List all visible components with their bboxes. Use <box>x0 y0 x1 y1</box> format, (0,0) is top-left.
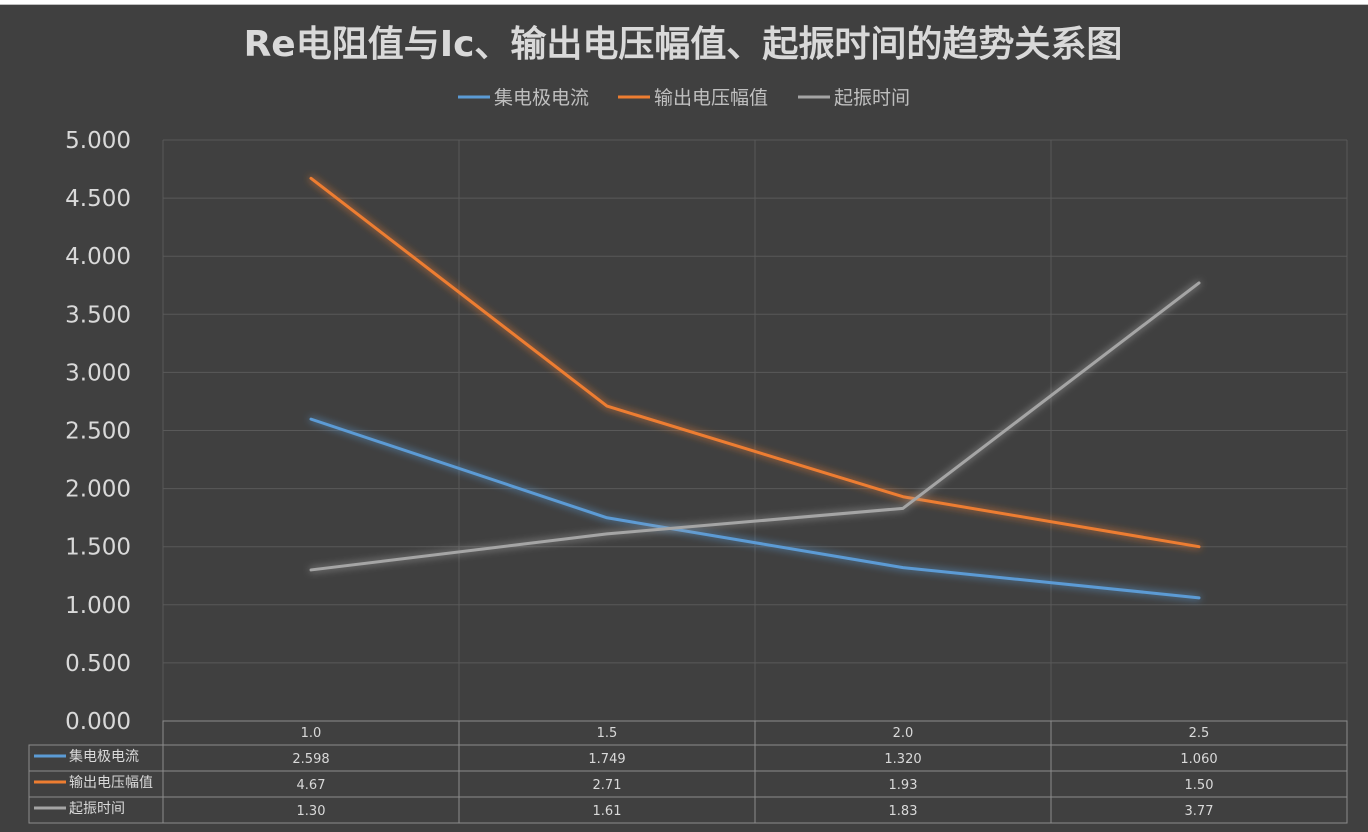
y-tick-label: 2.000 <box>65 477 131 503</box>
data-table: 1.0 1.5 2.0 2.5 集电极电流 2.598 1.749 1.320 1.060 输出电… <box>28 720 1348 824</box>
y-tick-label: 0.500 <box>65 651 131 677</box>
table-series-label: 输出电压幅值 <box>69 775 153 791</box>
y-tick-label: 2.500 <box>65 419 131 445</box>
y-tick-label: 3.000 <box>65 360 131 386</box>
legend: 集电极电流 输出电压幅值 起振时间 <box>458 87 910 109</box>
y-tick-label: 5.000 <box>65 128 131 154</box>
y-tick-label: 1.500 <box>65 535 131 561</box>
legend-label: 起振时间 <box>834 87 910 109</box>
data-label: 3.77 <box>1185 804 1214 819</box>
y-tick-label: 4.000 <box>65 244 131 270</box>
gridlines <box>162 139 1348 722</box>
data-label: 1.749 <box>588 752 625 767</box>
category-label: 2.5 <box>1189 726 1210 741</box>
table-series-label: 起振时间 <box>69 801 125 817</box>
y-axis: 0.000 0.500 1.000 1.500 2.000 2.500 3.000 3.500… <box>65 128 131 735</box>
table-row <box>28 770 1348 798</box>
series-line-1 <box>309 417 1201 600</box>
y-tick-label: 1.000 <box>65 593 131 619</box>
category-label: 2.0 <box>893 726 914 741</box>
chart-title: Re电阻值与Ic、输出电压幅值、起振时间的趋势关系图 <box>244 24 1123 65</box>
series-line-2 <box>309 176 1201 549</box>
data-label: 1.61 <box>593 804 622 819</box>
data-label: 1.93 <box>889 778 918 793</box>
y-tick-label: 0.000 <box>65 709 131 735</box>
y-tick-label: 3.500 <box>65 302 131 328</box>
data-label: 4.67 <box>297 778 326 793</box>
category-label: 1.0 <box>301 726 322 741</box>
legend-label: 集电极电流 <box>494 87 589 109</box>
legend-label: 输出电压幅值 <box>654 87 768 109</box>
data-label: 1.83 <box>889 804 918 819</box>
data-label: 2.71 <box>593 778 622 793</box>
table-row <box>28 744 1348 772</box>
data-label: 1.30 <box>297 804 326 819</box>
data-label: 1.320 <box>884 752 921 767</box>
series-line-3 <box>309 281 1201 572</box>
y-tick-label: 4.500 <box>65 186 131 212</box>
table-row <box>28 796 1348 824</box>
spreadsheet-top-strip <box>0 0 1368 5</box>
data-label: 1.50 <box>1185 778 1214 793</box>
series-lines <box>309 176 1201 600</box>
table-series-label: 集电极电流 <box>69 748 139 765</box>
category-label: 1.5 <box>597 726 618 741</box>
data-label: 1.060 <box>1180 752 1217 767</box>
data-label: 2.598 <box>292 752 329 767</box>
